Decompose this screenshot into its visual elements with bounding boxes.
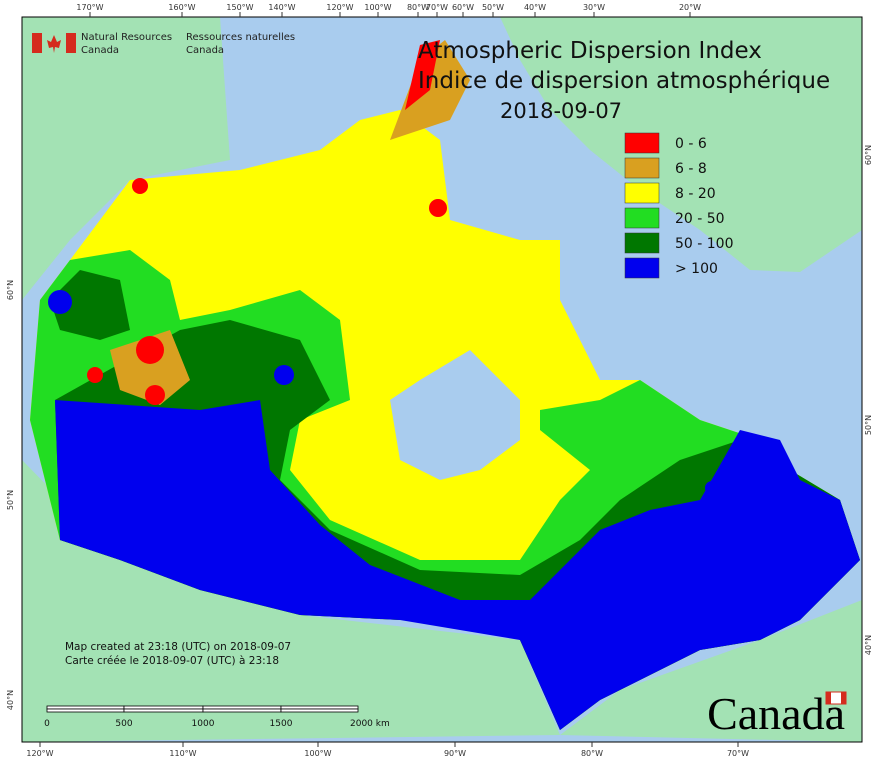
index-spot-0-6 <box>429 199 447 217</box>
index-region-over-100 <box>55 400 860 730</box>
left-label: 50°N <box>6 490 15 510</box>
bottom-label: 70°W <box>727 749 749 758</box>
index-spot-over-100 <box>705 481 719 495</box>
scale-label: 1000 <box>192 719 215 729</box>
index-spot-0-6 <box>87 367 103 383</box>
title-date: 2018-09-07 <box>500 99 622 123</box>
legend-swatch <box>624 157 660 179</box>
bottom-label: 110°W <box>169 749 196 758</box>
flag-bar <box>66 33 76 53</box>
legend-label: 20 - 50 <box>675 211 725 227</box>
top-label: 70°W <box>426 3 448 12</box>
bottom-label: 120°W <box>26 749 53 758</box>
top-label: 80°W <box>407 3 429 12</box>
scale-segment <box>46 708 125 713</box>
top-label: 100°W <box>364 3 391 12</box>
hudson-bay <box>390 350 520 480</box>
top-label: 60°W <box>452 3 474 12</box>
top-label: 150°W <box>226 3 253 12</box>
flag-bar <box>32 33 42 53</box>
top-label: 140°W <box>268 3 295 12</box>
scale-segment <box>123 705 204 710</box>
scale-segment <box>280 705 359 710</box>
note-en: Map created at 23:18 (UTC) on 2018-09-07 <box>65 641 291 653</box>
legend-label: 0 - 6 <box>675 136 707 152</box>
index-region-6-8-west <box>110 330 190 405</box>
note-fr: Carte créée le 2018-09-07 (UTC) à 23:18 <box>65 655 279 667</box>
scale-segment <box>46 705 125 710</box>
scale-segment <box>123 708 204 713</box>
scale-segment <box>202 705 282 710</box>
right-label: 50°N <box>864 415 873 435</box>
legend-label: > 100 <box>675 261 718 277</box>
left-label: 60°N <box>6 280 15 300</box>
wordmark-flag-bar <box>841 692 846 704</box>
generated-elements: 0 - 6 6 - 8 8 - 20 20 - 50 50 - 100 > 100 170°… <box>6 3 873 758</box>
scale-segment <box>202 708 282 713</box>
legend-swatch <box>624 232 660 254</box>
usa-land <box>22 460 560 742</box>
bottom-label: 100°W <box>304 749 331 758</box>
legend-swatch <box>624 182 660 204</box>
title-fr: Indice de dispersion atmosphérique <box>418 68 830 94</box>
index-spot-0-6 <box>145 385 165 405</box>
top-label: 40°W <box>524 3 546 12</box>
org-name-fr: Ressources naturelles <box>186 32 295 43</box>
top-label: 30°W <box>583 3 605 12</box>
index-region-50-100-west <box>50 270 130 340</box>
legend-label: 8 - 20 <box>675 186 716 202</box>
index-spot-over-100 <box>274 365 294 385</box>
title-en: Atmospheric Dispersion Index <box>418 38 762 64</box>
top-label: 120°W <box>326 3 353 12</box>
index-spot-0-6 <box>136 336 164 364</box>
alaska-yukon-land <box>22 17 230 300</box>
org-name-en: Canada <box>81 45 119 56</box>
map-frame <box>21 16 863 743</box>
org-name-fr: Canada <box>186 45 224 56</box>
bottom-label: 90°W <box>444 749 466 758</box>
legend-label: 50 - 100 <box>675 236 734 252</box>
right-label: 40°N <box>864 635 873 655</box>
scale-label: 2000 km <box>350 719 390 729</box>
legend-label: 6 - 8 <box>675 161 707 177</box>
scale-label: 1500 <box>270 719 293 729</box>
greenland <box>500 17 862 272</box>
left-label: 40°N <box>6 690 15 710</box>
scale-label: 0 <box>44 719 50 729</box>
legend-swatch <box>624 207 660 229</box>
top-label: 50°W <box>482 3 504 12</box>
index-spot-0-6 <box>132 178 148 194</box>
top-label: 20°W <box>679 3 701 12</box>
scale-label: 500 <box>115 719 132 729</box>
legend-swatch <box>624 132 660 154</box>
index-spot-over-100 <box>48 290 72 314</box>
top-label: 160°W <box>168 3 195 12</box>
maple-leaf <box>47 35 61 53</box>
canada-wordmark: Canada <box>707 688 845 739</box>
wordmark-flag-bar <box>826 692 831 704</box>
scale-segment <box>280 708 359 713</box>
legend-swatch <box>624 257 660 279</box>
bottom-label: 80°W <box>581 749 603 758</box>
top-label: 170°W <box>76 3 103 12</box>
usa-east-land <box>560 600 862 742</box>
right-label: 60°N <box>864 145 873 165</box>
index-region-0-6-north <box>405 40 440 110</box>
org-name-en: Natural Resources <box>81 32 172 43</box>
